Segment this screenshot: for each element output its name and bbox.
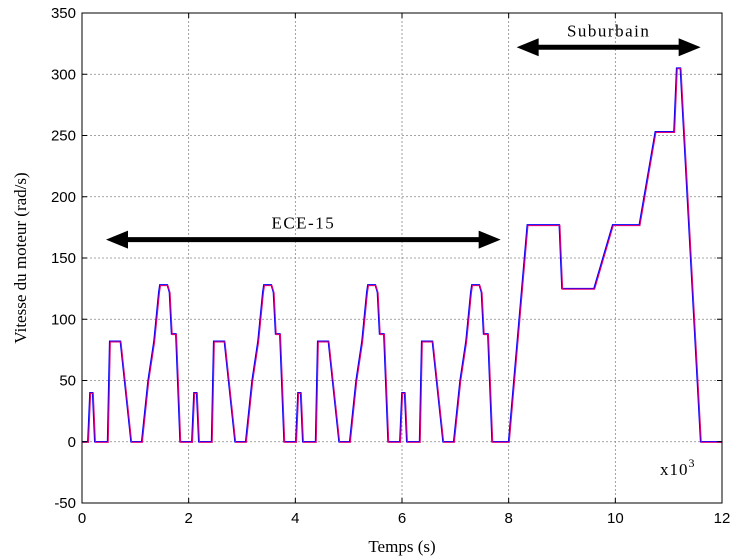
- grid: [82, 13, 722, 503]
- y-tick-label: 300: [51, 66, 76, 83]
- x-tick-label: 12: [714, 510, 731, 527]
- x-multiplier: x103: [660, 456, 696, 479]
- x-axis-label: Temps (s): [368, 537, 435, 556]
- reference-speed-line: [82, 67, 722, 443]
- x-tick-label: 2: [184, 510, 192, 527]
- measured-speed-line: [82, 68, 723, 443]
- y-tick-label: 100: [51, 311, 76, 328]
- x-tick-label: 8: [504, 510, 512, 527]
- y-tick-label: 250: [51, 128, 76, 145]
- x-tick-label: 4: [291, 510, 299, 527]
- suburban-arrow-label: Suburbain: [567, 21, 650, 40]
- x-multiplier-exponent: 3: [689, 456, 696, 470]
- ece15-arrow-label: ECE-15: [271, 214, 335, 233]
- x-multiplier-base: x10: [660, 460, 689, 479]
- x-tick-label: 10: [607, 510, 624, 527]
- y-tick-label: 200: [51, 189, 76, 206]
- annotations-layer: ECE-15 Suburbain: [106, 21, 701, 249]
- x-tick-label: 0: [78, 510, 86, 527]
- ece15-arrow-left-head: [106, 230, 128, 249]
- series-layer: [82, 67, 723, 443]
- suburban-arrow-left-head: [516, 38, 539, 57]
- x-tick-label: 6: [398, 510, 406, 527]
- y-tick-label: 50: [59, 373, 76, 390]
- suburban-arrow-right-head: [678, 38, 701, 57]
- y-tick-label: -50: [54, 495, 76, 512]
- ece15-arrow-right-head: [478, 230, 501, 249]
- y-tick-label: 350: [51, 5, 76, 22]
- y-tick-label: 0: [68, 434, 76, 451]
- y-tick-label: 150: [51, 250, 76, 267]
- y-axis-label: Vitesse du moteur (rad/s): [11, 172, 30, 343]
